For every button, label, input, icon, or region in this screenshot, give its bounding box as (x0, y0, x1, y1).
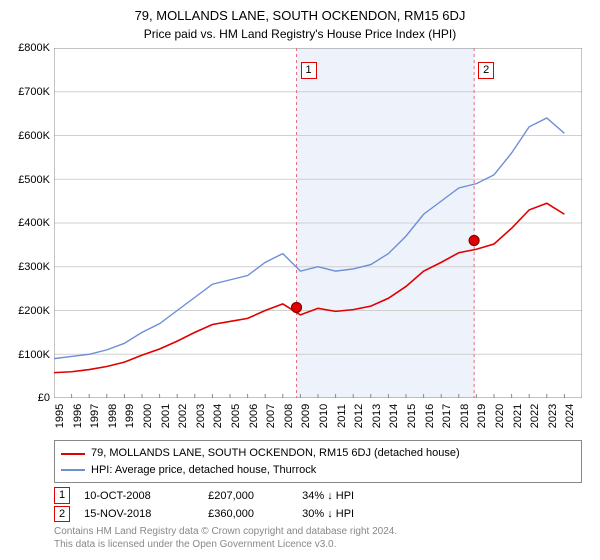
x-tick-label: 2009 (300, 404, 312, 428)
y-axis: £0£100K£200K£300K£400K£500K£600K£700K£80… (8, 48, 54, 398)
chart-title: 79, MOLLANDS LANE, SOUTH OCKENDON, RM15 … (8, 8, 592, 25)
x-tick-label: 1999 (124, 404, 136, 428)
legend-label: 79, MOLLANDS LANE, SOUTH OCKENDON, RM15 … (91, 445, 460, 462)
x-tick-label: 2017 (441, 404, 453, 428)
y-tick-label: £500K (18, 174, 50, 186)
x-tick-label: 2016 (424, 404, 436, 428)
legend: 79, MOLLANDS LANE, SOUTH OCKENDON, RM15 … (54, 440, 582, 483)
plot-area: £0£100K£200K£300K£400K£500K£600K£700K£80… (54, 48, 582, 398)
x-tick-label: 2018 (459, 404, 471, 428)
y-tick-label: £400K (18, 217, 50, 229)
sale-note-row: 1 10-OCT-2008 £207,000 34% ↓ HPI (54, 487, 582, 503)
x-tick-label: 2022 (529, 404, 541, 428)
x-tick-label: 2014 (388, 404, 400, 428)
note-marker: 2 (54, 506, 70, 522)
x-tick-label: 2006 (248, 404, 260, 428)
y-tick-label: £0 (38, 392, 50, 404)
marker-label: 2 (478, 62, 494, 78)
y-tick-label: £300K (18, 261, 50, 273)
x-tick-label: 1996 (72, 404, 84, 428)
note-marker: 1 (54, 487, 70, 503)
x-axis: 1995 1996 1997 1998 1999 2000 2001 2002 2003 2004… (54, 398, 582, 434)
y-tick-label: £700K (18, 86, 50, 98)
y-tick-label: £100K (18, 349, 50, 361)
note-delta: 30% ↓ HPI (302, 508, 354, 520)
footer-line: Contains HM Land Registry data © Crown c… (54, 526, 582, 539)
x-tick-label: 2012 (353, 404, 365, 428)
note-date: 10-OCT-2008 (84, 490, 194, 502)
x-tick-label: 2001 (160, 404, 172, 428)
chart-subtitle: Price paid vs. HM Land Registry's House … (8, 27, 592, 43)
legend-row: 79, MOLLANDS LANE, SOUTH OCKENDON, RM15 … (61, 445, 575, 462)
x-tick-label: 2000 (142, 404, 154, 428)
x-tick-label: 2004 (212, 404, 224, 428)
x-tick-label: 2024 (564, 404, 576, 428)
legend-row: HPI: Average price, detached house, Thur… (61, 462, 575, 479)
y-tick-label: £800K (18, 42, 50, 54)
x-tick-label: 2003 (195, 404, 207, 428)
x-tick-label: 2010 (318, 404, 330, 428)
sales-notes: 1 10-OCT-2008 £207,000 34% ↓ HPI 2 15-NOV-201… (54, 487, 582, 522)
chart-container: 79, MOLLANDS LANE, SOUTH OCKENDON, RM15 … (0, 0, 600, 555)
x-tick-label: 2020 (494, 404, 506, 428)
x-tick-label: 2021 (512, 404, 524, 428)
x-tick-label: 2023 (547, 404, 559, 428)
x-tick-label: 2015 (406, 404, 418, 428)
x-tick-label: 2007 (265, 404, 277, 428)
legend-label: HPI: Average price, detached house, Thur… (91, 462, 316, 479)
y-tick-label: £600K (18, 130, 50, 142)
legend-swatch (61, 469, 85, 471)
x-tick-label: 2013 (371, 404, 383, 428)
sale-note-row: 2 15-NOV-2018 £360,000 30% ↓ HPI (54, 506, 582, 522)
note-price: £360,000 (208, 508, 288, 520)
legend-swatch (61, 453, 85, 455)
chart-svg (54, 48, 582, 398)
note-delta: 34% ↓ HPI (302, 490, 354, 502)
x-tick-label: 2011 (336, 405, 348, 429)
x-tick-label: 1997 (89, 404, 101, 428)
y-tick-label: £200K (18, 305, 50, 317)
footer-attribution: Contains HM Land Registry data © Crown c… (54, 526, 582, 551)
x-tick-label: 1998 (107, 404, 119, 428)
x-tick-label: 2002 (177, 404, 189, 428)
marker-label: 1 (301, 62, 317, 78)
x-tick-label: 1995 (54, 404, 66, 428)
note-date: 15-NOV-2018 (84, 508, 194, 520)
footer-line: This data is licensed under the Open Gov… (54, 539, 582, 552)
note-price: £207,000 (208, 490, 288, 502)
x-tick-label: 2005 (230, 404, 242, 428)
x-tick-label: 2019 (476, 404, 488, 428)
x-tick-label: 2008 (283, 404, 295, 428)
